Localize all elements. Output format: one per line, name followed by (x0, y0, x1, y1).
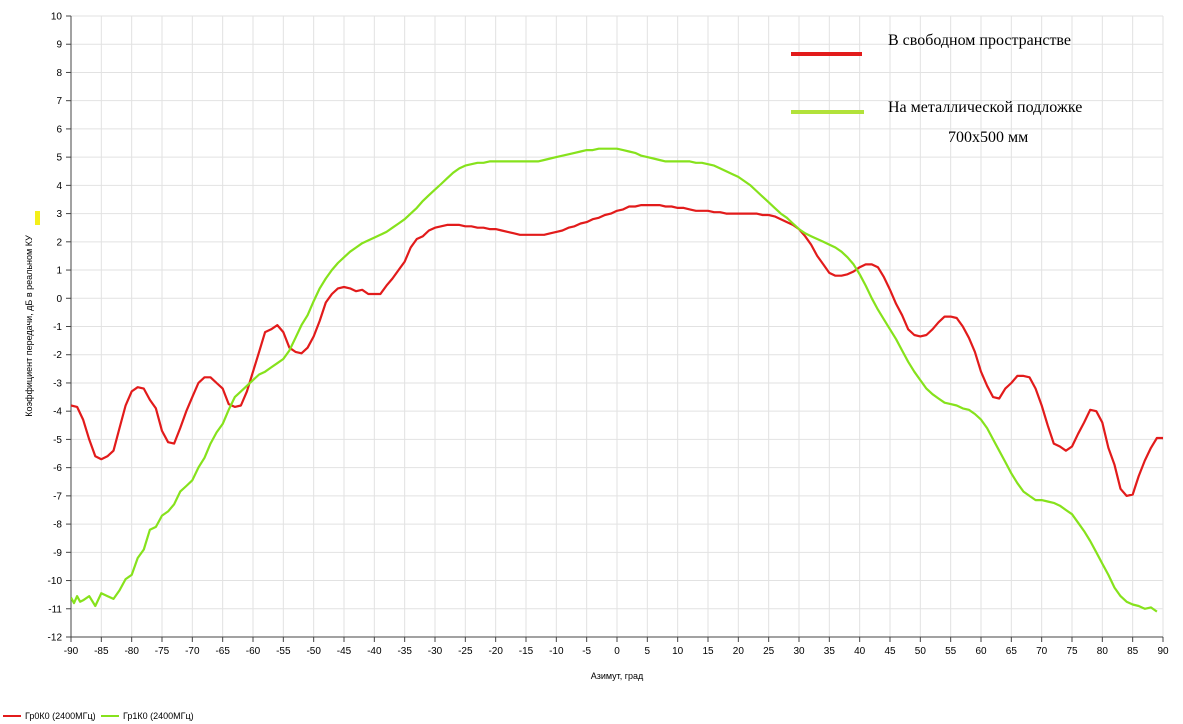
y-tick-label-13: 1 (56, 266, 62, 277)
y-tick-label-14: 2 (56, 237, 62, 248)
y-axis-label: Коэффициент передачи, дБ в реальном КУ (24, 235, 34, 417)
axis-marker (35, 211, 40, 225)
x-tick-label-35: 85 (1127, 646, 1139, 657)
x-tick-label-22: 20 (733, 646, 745, 657)
y-tick-label-18: 6 (56, 124, 62, 135)
x-tick-label-29: 55 (945, 646, 957, 657)
y-tick-label-17: 5 (56, 153, 62, 164)
series-line-0 (71, 204, 1163, 497)
x-tick-label-9: -45 (337, 646, 352, 657)
y-tick-label-0: -12 (48, 633, 63, 644)
x-tick-label-36: 90 (1157, 646, 1169, 657)
x-tick-label-31: 65 (1006, 646, 1018, 657)
x-tick-label-2: -80 (124, 646, 139, 657)
x-tick-label-18: 0 (614, 646, 620, 657)
y-tick-label-9: -3 (53, 378, 62, 389)
legend: Гр0К0 (2400МГц) Гр1К0 (2400МГц) (3, 711, 194, 721)
x-tick-label-30: 60 (975, 646, 987, 657)
x-tick-label-25: 35 (824, 646, 836, 657)
series-line-1 (71, 147, 1158, 613)
y-tick-label-21: 9 (56, 40, 62, 51)
y-tick-label-4: -8 (53, 520, 62, 531)
y-tick-label-15: 3 (56, 209, 62, 220)
annotation-green: На металлической подложке 700х500 мм (791, 99, 1082, 146)
y-tick-label-6: -6 (53, 463, 62, 474)
x-tick-label-17: -5 (582, 646, 591, 657)
x-axis-label: Азимут, град (591, 671, 644, 681)
x-tick-label-28: 50 (915, 646, 927, 657)
x-axis-ticks: -90 -85 -80 -75 -70 -65 -60 -55 -50 -45 -40 -35 -30-… (64, 637, 1169, 657)
x-tick-label-10: -40 (367, 646, 382, 657)
x-tick-label-15: -15 (519, 646, 534, 657)
y-tick-label-2: -10 (48, 576, 63, 587)
y-tick-label-22: 10 (51, 12, 63, 23)
y-tick-label-11: -1 (53, 322, 62, 333)
x-tick-label-12: -30 (428, 646, 443, 657)
series-lines (71, 147, 1163, 613)
x-tick-label-6: -60 (246, 646, 261, 657)
x-tick-label-1: -85 (94, 646, 109, 657)
legend-label-series-1: Гр1К0 (2400МГц) (123, 711, 194, 721)
x-tick-label-14: -20 (488, 646, 503, 657)
y-tick-label-8: -4 (53, 407, 62, 418)
x-tick-label-19: 5 (645, 646, 651, 657)
legend-label-series-0: Гр0К0 (2400МГц) (25, 711, 96, 721)
x-tick-label-27: 45 (884, 646, 896, 657)
x-tick-label-3: -75 (155, 646, 170, 657)
x-tick-label-4: -70 (185, 646, 200, 657)
x-tick-label-21: 15 (702, 646, 714, 657)
y-tick-label-5: -7 (53, 491, 62, 502)
x-tick-label-5: -65 (215, 646, 230, 657)
x-tick-label-13: -25 (458, 646, 473, 657)
x-tick-label-32: 70 (1036, 646, 1048, 657)
annotation-red: В свободном пространстве (791, 32, 1071, 56)
annotation-green-subtext: 700х500 мм (948, 129, 1028, 146)
x-tick-label-8: -50 (306, 646, 321, 657)
x-tick-label-16: -10 (549, 646, 564, 657)
x-tick-label-23: 25 (763, 646, 775, 657)
y-tick-label-10: -2 (53, 350, 62, 361)
y-tick-label-1: -11 (48, 604, 62, 615)
y-tick-label-19: 7 (56, 96, 62, 107)
x-tick-label-34: 80 (1097, 646, 1109, 657)
annotation-green-text: На металлической подложке (888, 99, 1082, 116)
x-tick-label-26: 40 (854, 646, 866, 657)
y-tick-label-7: -5 (53, 435, 62, 446)
y-tick-label-16: 4 (56, 181, 62, 192)
x-tick-label-11: -35 (397, 646, 412, 657)
x-tick-label-33: 75 (1066, 646, 1078, 657)
x-tick-label-0: -90 (64, 646, 79, 657)
y-tick-label-12: 0 (56, 294, 62, 305)
y-tick-label-20: 8 (56, 68, 62, 79)
annotation-red-text: В свободном пространстве (888, 32, 1071, 49)
y-tick-label-3: -9 (53, 548, 62, 559)
x-tick-label-24: 30 (793, 646, 805, 657)
x-tick-label-20: 10 (672, 646, 684, 657)
x-tick-label-7: -55 (276, 646, 291, 657)
